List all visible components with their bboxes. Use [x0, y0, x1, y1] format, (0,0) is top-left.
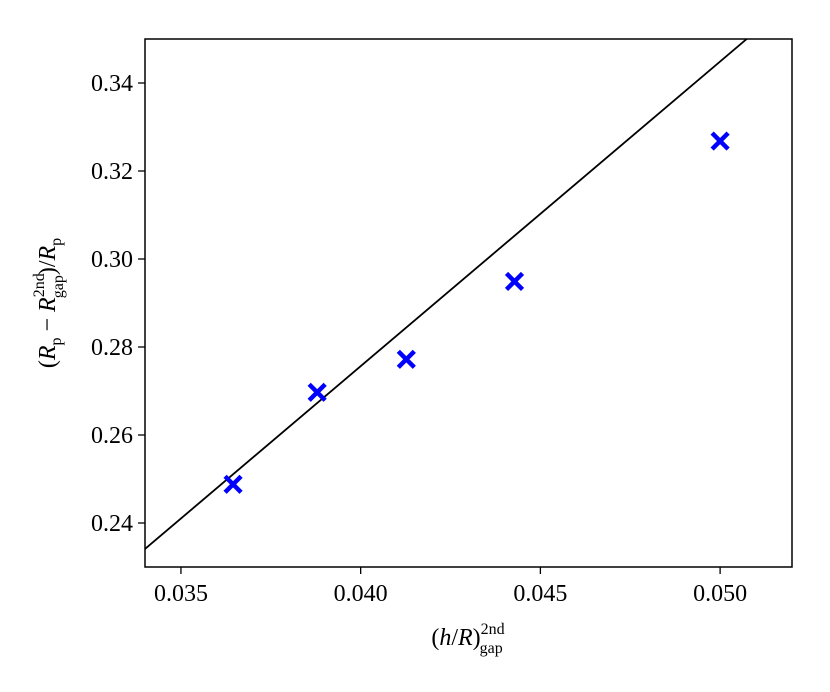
point-marker: [504, 271, 525, 292]
point-marker: [223, 474, 243, 494]
x-label-part: h: [439, 625, 451, 651]
y-label-sub: p: [48, 338, 65, 346]
y-label-part: −: [35, 312, 61, 338]
y-label-sub: gap: [50, 275, 67, 298]
point-marker: [710, 131, 730, 151]
x-label-part: ): [473, 625, 481, 651]
x-tick-label: 0.050: [693, 581, 747, 607]
y-tick-label: 0.30: [91, 247, 133, 273]
y-tick-label: 0.24: [91, 511, 133, 537]
y-tick-label: 0.32: [91, 159, 133, 185]
y-label-part: )/: [35, 260, 61, 275]
y-tick-label: 0.26: [91, 423, 133, 449]
x-tick-label: 0.040: [334, 581, 388, 607]
y-label-sub: p: [48, 238, 65, 246]
x-label-part: (: [431, 625, 439, 651]
y-label-part: R: [35, 246, 61, 262]
y-label-part: (: [35, 360, 61, 368]
y-label-part: R: [35, 297, 61, 313]
point-marker: [396, 349, 416, 369]
point-marker: [307, 382, 327, 402]
y-label-part: R: [35, 345, 61, 361]
y-label-sup: 2nd: [31, 273, 48, 297]
y-tick-label: 0.34: [91, 71, 133, 97]
x-label-part: /: [451, 625, 458, 651]
y-axis-label: (Rp − R2nd gap)/Rp: [31, 238, 67, 368]
x-label-sub: gap: [480, 640, 503, 657]
fit-line: [145, 39, 748, 550]
plot-frame: [144, 38, 793, 568]
y-tick-label: 0.28: [91, 335, 133, 361]
x-tick-label: 0.045: [513, 581, 567, 607]
x-tick-label: 0.035: [154, 581, 208, 607]
x-axis-label: (h/R)2nd gap: [431, 621, 504, 657]
x-label-sup: 2nd: [481, 621, 505, 638]
x-label-part: R: [457, 625, 473, 651]
